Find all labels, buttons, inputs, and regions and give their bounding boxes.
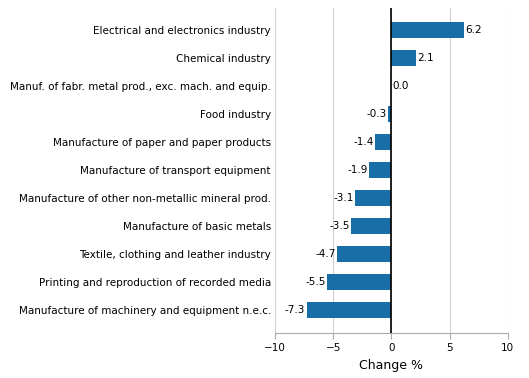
Bar [391,50,416,66]
Text: -4.7: -4.7 [315,249,335,259]
Text: -1.4: -1.4 [353,137,374,147]
Bar [391,22,463,38]
Text: -1.9: -1.9 [348,165,368,175]
Text: 2.1: 2.1 [417,53,434,63]
Text: -7.3: -7.3 [285,305,305,315]
Bar [337,246,391,262]
Bar [306,302,391,318]
Text: -5.5: -5.5 [306,277,326,287]
Bar [355,191,391,206]
Bar [351,218,391,234]
Bar [375,135,391,150]
Text: 6.2: 6.2 [465,25,481,35]
Bar [327,274,391,290]
Text: -0.3: -0.3 [367,109,387,119]
X-axis label: Change %: Change % [360,359,423,372]
Text: -3.1: -3.1 [334,193,354,203]
Text: 0.0: 0.0 [393,81,409,91]
Text: -3.5: -3.5 [329,221,350,231]
Bar [388,106,391,122]
Bar [369,163,391,178]
